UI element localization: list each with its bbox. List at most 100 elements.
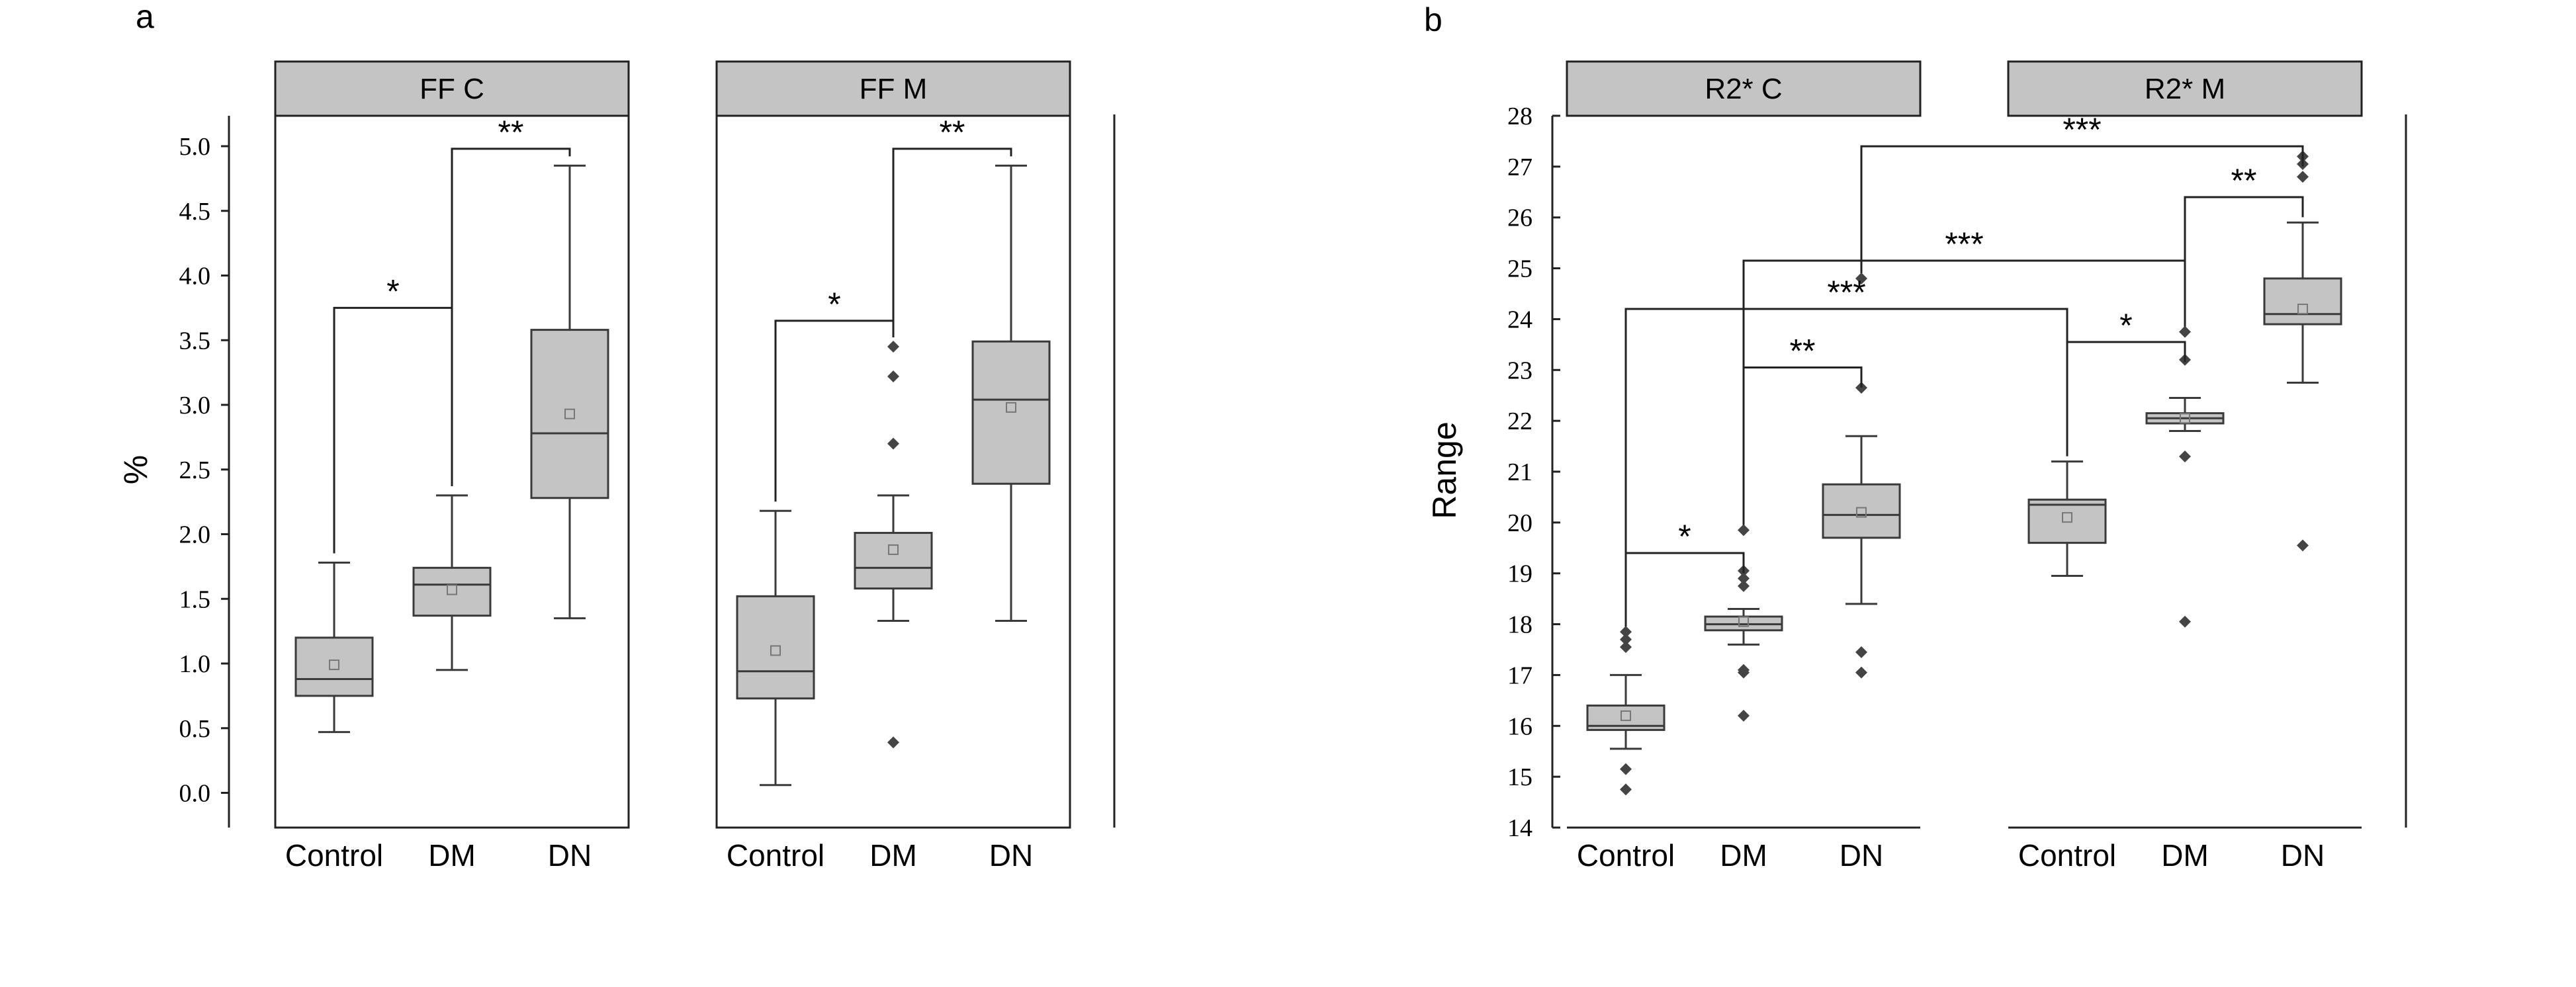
y-tick-label: 4.5	[179, 198, 211, 226]
iqr-box	[294, 636, 374, 697]
significance-label: ***	[2063, 111, 2101, 148]
facet-r2-c-strip	[1566, 60, 1922, 117]
significance-line	[1742, 259, 2186, 525]
box-r2-c-dn	[1822, 272, 1901, 679]
category-label-dm: DM	[869, 838, 917, 873]
y-tick-label: 28	[1507, 103, 1532, 130]
outlier-point	[2179, 615, 2191, 628]
facet-r2-m-strip	[2007, 60, 2363, 117]
y-tick-label: 0.5	[179, 715, 211, 743]
significance-label: **	[940, 114, 965, 151]
outlier-point	[2297, 539, 2309, 552]
iqr-box	[412, 566, 492, 617]
panel-a-y-axis-title: %	[117, 455, 154, 484]
outlier-point	[1738, 572, 1750, 585]
y-tick-label: 5.0	[179, 133, 211, 161]
y-tick-label: 15	[1507, 763, 1532, 791]
category-label-control: Control	[727, 838, 824, 873]
box-r2-c-control	[1586, 626, 1666, 796]
significance-bracket: *	[774, 286, 895, 502]
iqr-box	[736, 595, 815, 700]
category-label-dm: DM	[1720, 838, 1767, 873]
y-tick-label: 24	[1507, 306, 1532, 333]
y-tick-label: 4.0	[179, 263, 211, 290]
y-tick-label: 20	[1507, 509, 1532, 537]
significance-label: **	[498, 114, 524, 151]
panel-b-label: b	[1424, 1, 1443, 38]
outlier-point	[1620, 641, 1632, 654]
significance-line	[892, 148, 1012, 338]
y-tick-label: 2.5	[179, 456, 211, 484]
y-tick-label: 22	[1507, 408, 1532, 435]
mean-marker	[1856, 507, 1867, 518]
y-tick-label: 23	[1507, 357, 1532, 384]
panel-b-y-axis-title: Range	[1426, 421, 1463, 519]
significance-line	[1624, 552, 1745, 627]
box-ff-c-dn	[530, 164, 609, 620]
y-tick-label: 19	[1507, 560, 1532, 588]
y-tick-label: 2.0	[179, 521, 211, 549]
significance-line	[774, 320, 895, 502]
significance-label: *	[1678, 518, 1691, 555]
facet-ff-c-strip	[274, 60, 630, 117]
mean-marker	[329, 659, 339, 670]
mean-marker	[1621, 710, 1631, 721]
significance-label: *	[2119, 307, 2132, 344]
y-tick-label: 16	[1507, 712, 1532, 740]
significance-line	[2184, 196, 2304, 327]
category-label-control: Control	[1577, 838, 1675, 873]
significance-bracket: **	[892, 114, 1012, 338]
significance-label: *	[828, 286, 840, 323]
outlier-point	[887, 437, 899, 450]
facet-ff-c-boxes	[294, 164, 609, 734]
category-label-dn: DN	[989, 838, 1033, 873]
significance-bracket: *	[2066, 307, 2186, 456]
panel-b-significance: ***************	[1624, 111, 2304, 627]
y-tick-label: 0.0	[179, 780, 211, 808]
y-tick-label: 14	[1507, 814, 1532, 842]
significance-label: ***	[1827, 274, 1865, 311]
box-r2-c-dm	[1704, 524, 1783, 722]
y-tick-label: 17	[1507, 662, 1532, 689]
significance-bracket: *	[333, 273, 453, 554]
facet-ff-m-significance: ***	[774, 114, 1012, 502]
facet-ff-m-frame	[715, 114, 1071, 829]
significance-line	[1860, 145, 2304, 273]
outlier-point	[2297, 171, 2309, 183]
iqr-box	[2263, 277, 2342, 325]
outlier-point	[1620, 783, 1632, 796]
outlier-point	[887, 370, 899, 382]
category-label-dn: DN	[548, 838, 592, 873]
mean-marker	[1738, 616, 1749, 627]
outlier-point	[1738, 709, 1750, 722]
outlier-point	[1738, 524, 1750, 536]
iqr-box	[854, 532, 933, 590]
significance-bracket: ***	[1742, 226, 2186, 525]
iqr-box	[530, 329, 609, 499]
outlier-point	[1620, 626, 1632, 638]
significance-line	[2066, 341, 2186, 456]
outlier-point	[1855, 272, 1867, 284]
outlier-point	[1738, 664, 1750, 676]
facet-ff-m-strip	[715, 60, 1071, 117]
significance-label: ***	[1945, 226, 1983, 263]
significance-bracket: ***	[1860, 111, 2304, 273]
box-ff-m-dm	[854, 341, 933, 749]
panel-a-label: a	[136, 0, 154, 35]
facet-ff-c-title: FF C	[420, 73, 484, 105]
category-label-dm: DM	[428, 838, 476, 873]
mean-marker	[2062, 512, 2072, 523]
outlier-point	[1738, 579, 1750, 592]
mean-marker	[447, 584, 457, 595]
mean-marker	[564, 408, 575, 419]
y-tick-label: 1.0	[179, 650, 211, 678]
significance-label: **	[1790, 332, 1816, 369]
category-label-dn: DN	[1840, 838, 1883, 873]
facet-r2-m-boxes	[2027, 150, 2342, 628]
facet-r2-c-boxes	[1586, 272, 1901, 796]
panel-a-y-axis: 0.0 0.5 1.0 1.5 2.0 2.5 3.0 3.5 4.0 4.5 5.0	[179, 116, 230, 828]
box-ff-m-control	[736, 509, 815, 787]
y-tick-label: 27	[1507, 153, 1532, 181]
y-tick-label: 1.5	[179, 585, 211, 613]
